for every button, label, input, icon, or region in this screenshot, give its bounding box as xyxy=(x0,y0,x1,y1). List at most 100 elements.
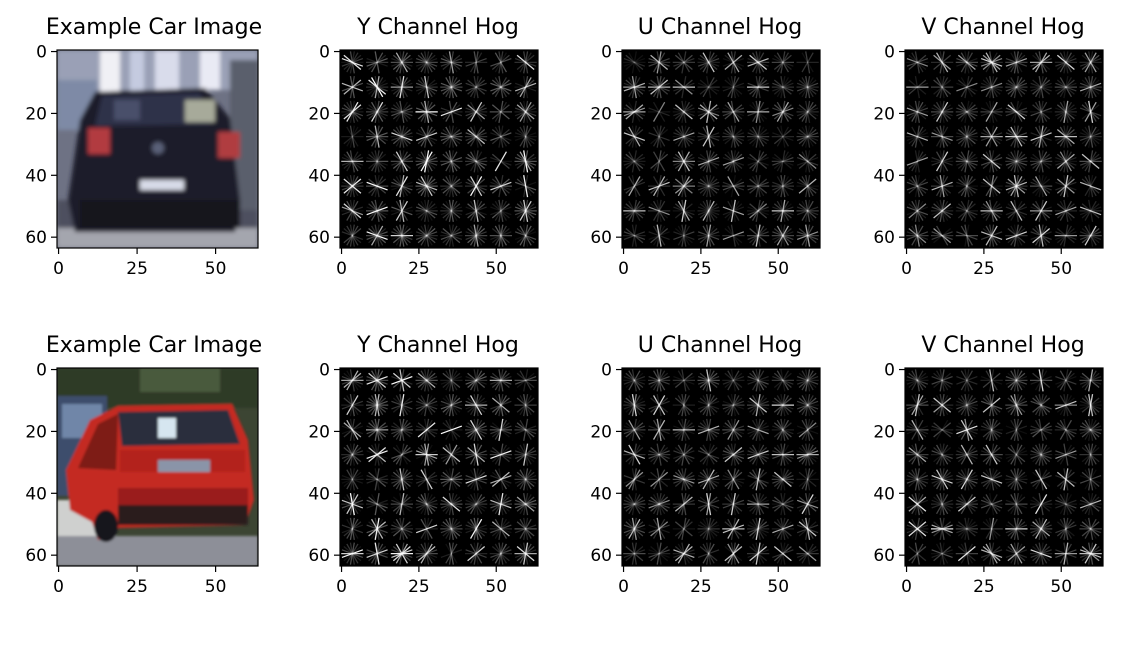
hog-cell xyxy=(930,225,954,246)
hog-cell xyxy=(1054,493,1078,516)
x-tick-label: 0 xyxy=(336,259,347,279)
hog-cell xyxy=(746,493,770,516)
hog-image-u-1 xyxy=(622,50,820,248)
hog-cell xyxy=(1079,175,1102,198)
x-tick-label: 0 xyxy=(618,577,629,597)
hog-cell xyxy=(390,224,414,247)
hog-cell xyxy=(415,199,438,222)
hog-cell xyxy=(672,76,696,99)
hog-cell xyxy=(489,542,513,565)
hog-cell xyxy=(440,468,463,491)
hog-cell xyxy=(771,76,795,99)
hog-cell xyxy=(906,468,929,491)
hog-cell xyxy=(1005,418,1028,441)
hog-cell xyxy=(980,394,1003,417)
hog-cell xyxy=(623,150,646,173)
hog-cell xyxy=(464,443,488,466)
hog-cell xyxy=(697,493,720,516)
hog-cell xyxy=(1079,418,1102,441)
hog-cell xyxy=(955,494,979,515)
hog-cell xyxy=(341,51,364,74)
hog-cell xyxy=(672,125,696,148)
hog-cell xyxy=(365,418,389,441)
hog-cell xyxy=(672,517,696,540)
hog-cell xyxy=(1079,51,1102,74)
hog-cell xyxy=(341,394,364,417)
hog-cell xyxy=(908,542,927,565)
hog-cell xyxy=(955,542,979,565)
x-tick-label: 0 xyxy=(336,577,347,597)
panel-v-hog-2: V Channel Hog xyxy=(905,333,1103,566)
hog-cell xyxy=(1055,468,1077,491)
hog-cell xyxy=(415,51,438,74)
hog-cell xyxy=(980,418,1003,441)
hog-cell xyxy=(1055,517,1077,540)
hog-cell xyxy=(415,369,438,392)
hog-cell xyxy=(906,76,929,99)
y-tick-label: 20 xyxy=(25,104,47,124)
hog-cell xyxy=(1029,175,1053,198)
y-tick-label: 20 xyxy=(308,422,330,442)
hog-cell xyxy=(415,517,438,540)
hog-cell xyxy=(1029,76,1053,99)
hog-cell xyxy=(489,443,513,466)
hog-cell xyxy=(980,150,1003,173)
hog-cell xyxy=(722,369,745,392)
hog-cell xyxy=(1054,394,1078,417)
hog-cell xyxy=(390,542,414,565)
hog-cell xyxy=(1030,468,1052,491)
hog-cell xyxy=(724,542,743,565)
hog-cell xyxy=(906,493,929,516)
panel-y-hog-1: Y Channel Hog xyxy=(340,15,538,248)
hog-cell xyxy=(722,125,745,148)
x-tick-label: 50 xyxy=(205,259,227,279)
y-tick-label: 0 xyxy=(319,361,330,381)
hog-cell xyxy=(796,199,819,222)
hog-cell xyxy=(464,517,488,540)
hog-cell xyxy=(1079,517,1102,540)
hog-cell xyxy=(1029,418,1053,441)
hog-cell xyxy=(672,150,696,173)
hog-cell xyxy=(930,51,954,74)
hog-cell xyxy=(930,394,954,417)
hog-cell xyxy=(796,369,819,392)
hog-cell xyxy=(697,394,720,417)
hog-cell xyxy=(489,517,513,540)
hog-cell xyxy=(464,468,488,491)
hog-cell xyxy=(980,443,1003,466)
hog-cell xyxy=(440,493,463,516)
hog-cell xyxy=(647,76,671,99)
hog-cell xyxy=(465,76,487,99)
hog-cell xyxy=(490,468,512,491)
hog-cell xyxy=(955,517,979,540)
hog-cell xyxy=(440,418,463,441)
hog-cell xyxy=(956,369,978,392)
hog-cell xyxy=(771,418,795,441)
hog-cell xyxy=(390,100,414,123)
y-tick-label: 0 xyxy=(601,43,612,63)
hog-cell xyxy=(955,394,979,417)
hog-cell xyxy=(980,125,1003,148)
hog-cell xyxy=(772,542,794,565)
hog-cell xyxy=(490,394,512,417)
hog-cell xyxy=(415,76,438,99)
hog-cell xyxy=(623,100,646,123)
hog-cell xyxy=(415,394,438,417)
hog-cell xyxy=(440,517,463,540)
axes-frame xyxy=(56,49,259,249)
hog-cell xyxy=(930,468,954,491)
hog-cell xyxy=(390,150,414,173)
hog-cell xyxy=(1079,199,1102,222)
hog-cell xyxy=(672,493,696,516)
hog-cell xyxy=(746,51,770,74)
hog-cell xyxy=(772,100,794,123)
hog-cell xyxy=(623,517,646,540)
hog-cell xyxy=(1005,150,1028,173)
hog-cell xyxy=(672,100,696,123)
hog-cell xyxy=(365,394,389,417)
hog-cell xyxy=(464,542,488,565)
hog-cell xyxy=(771,150,795,173)
hog-cell xyxy=(796,517,819,540)
hog-cell xyxy=(722,100,745,123)
hog-cell xyxy=(796,51,819,74)
